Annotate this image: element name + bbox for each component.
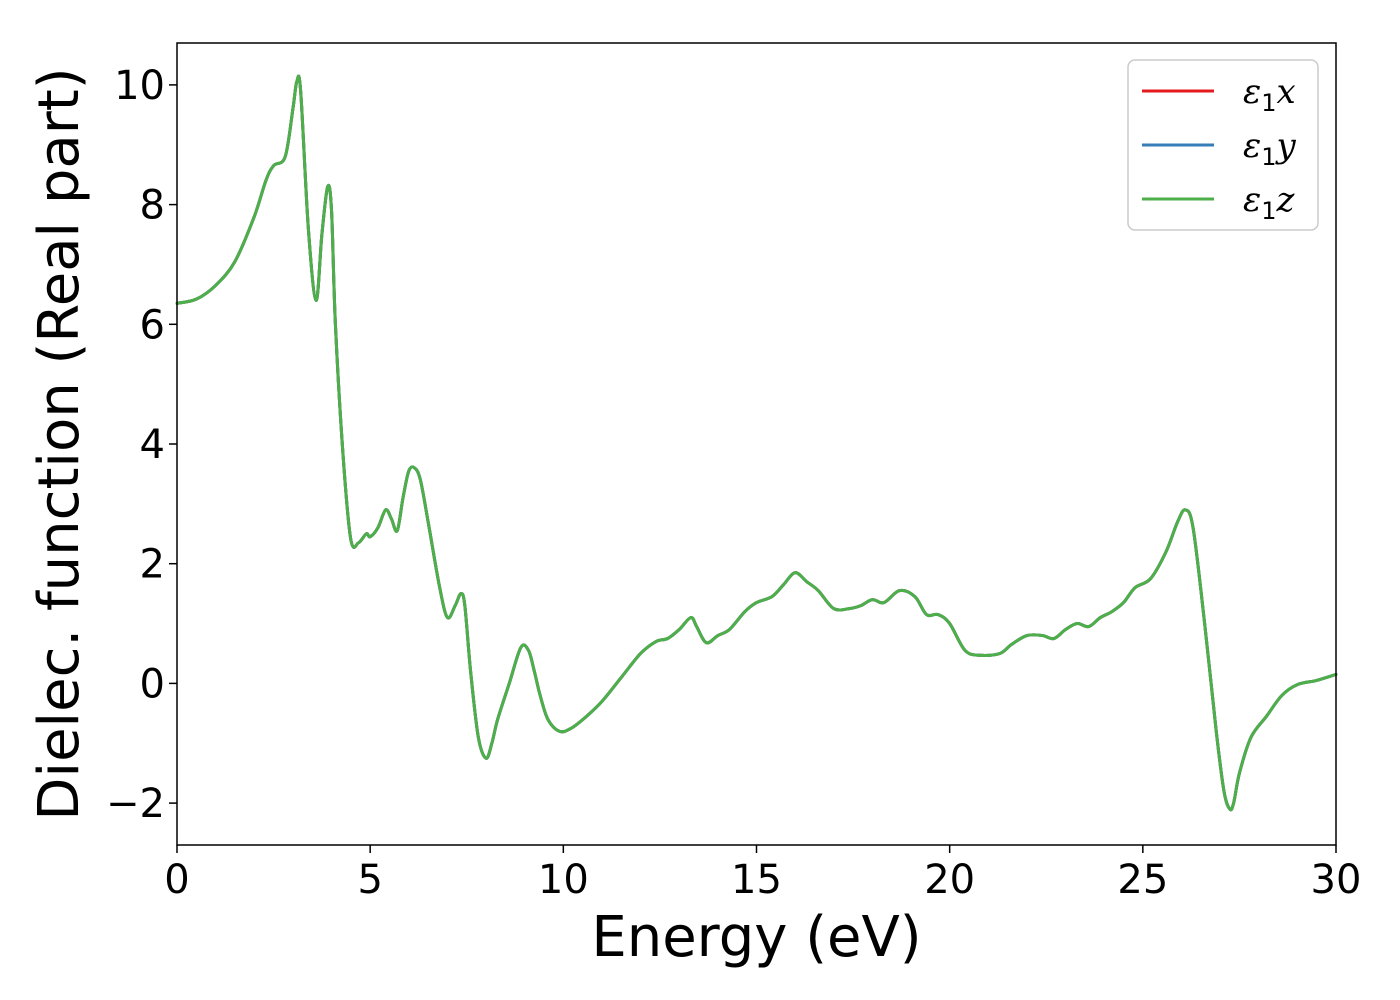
x-tick-label: 5 [357, 857, 382, 903]
x-tick-label: 20 [924, 857, 975, 903]
x-tick-label: 25 [1117, 857, 1168, 903]
x-tick-label: 15 [731, 857, 782, 903]
legend-label-z: ε1z [1243, 180, 1296, 225]
y-tick-label: 4 [140, 422, 165, 468]
y-axis-title: Dielec. function (Real part) [27, 67, 92, 820]
y-tick-label: 0 [140, 661, 165, 707]
y-tick-label: 6 [140, 302, 165, 348]
legend-label-x: ε1x [1243, 72, 1296, 117]
x-tick-label: 0 [164, 857, 189, 903]
legend: ε1x ε1y ε1z [1127, 59, 1319, 231]
series-layer [175, 74, 1338, 812]
y-tick-label: 2 [140, 542, 165, 588]
x-axis-ticks: 0 5 10 15 20 25 30 [164, 845, 1361, 903]
y-tick-label: 10 [114, 63, 165, 109]
y-tick-label: 8 [140, 183, 165, 229]
y-tick-label: −2 [106, 781, 165, 827]
x-tick-label: 30 [1311, 857, 1362, 903]
legend-box [1127, 59, 1319, 231]
legend-label-y: ε1y [1243, 126, 1297, 171]
legend-entries: ε1x ε1y ε1z [1142, 72, 1297, 225]
x-tick-label: 10 [538, 857, 589, 903]
x-axis-title: Energy (eV) [591, 905, 921, 970]
y-axis-ticks: −2 0 2 4 6 8 10 [106, 63, 177, 827]
series-line-z [175, 74, 1338, 812]
